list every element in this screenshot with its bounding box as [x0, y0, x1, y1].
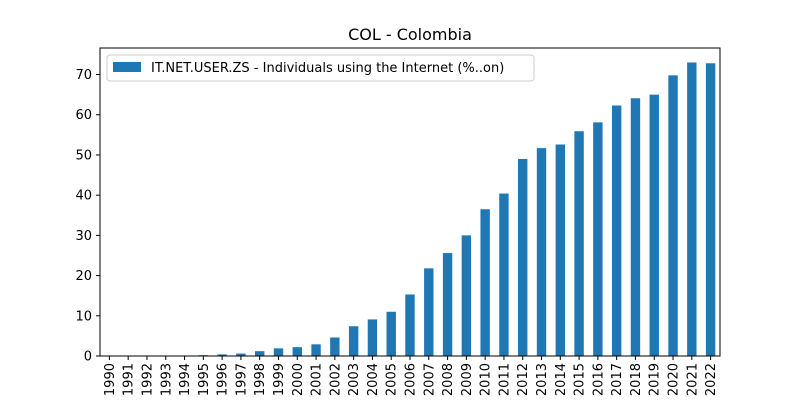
x-tick-label: 2016: [591, 363, 606, 396]
bar-2003: [349, 326, 358, 356]
x-tick-label: 2019: [648, 363, 663, 396]
bar-2005: [387, 312, 396, 356]
y-tick-label: 60: [75, 108, 92, 123]
x-tick-label: 2012: [516, 363, 531, 396]
x-tick-label: 1998: [253, 363, 268, 396]
bar-2019: [650, 95, 659, 356]
x-tick-label: 1999: [272, 363, 287, 396]
x-tick-label: 2006: [404, 363, 419, 396]
y-tick-label: 50: [75, 148, 92, 163]
x-tick-label: 2000: [291, 363, 306, 396]
bar-2018: [631, 98, 640, 356]
legend-label: IT.NET.USER.ZS - Individuals using the I…: [151, 61, 504, 76]
bar-1998: [255, 351, 264, 356]
bar-2000: [293, 347, 302, 356]
bar-2002: [330, 338, 339, 357]
x-tick-label: 2015: [573, 363, 588, 396]
x-tick-label: 2002: [328, 363, 343, 396]
x-tick-label: 2022: [704, 363, 719, 396]
x-tick-label: 1990: [103, 363, 118, 396]
bar-2008: [443, 253, 452, 356]
bar-2009: [462, 235, 471, 356]
x-tick-label: 1993: [159, 363, 174, 396]
bar-2014: [556, 145, 565, 357]
x-tick-label: 2007: [422, 363, 437, 396]
bar-2011: [499, 194, 508, 356]
bar-2001: [311, 344, 320, 356]
x-tick-label: 2013: [535, 363, 550, 396]
bar-2010: [480, 209, 489, 356]
x-tick-label: 2004: [366, 363, 381, 396]
x-tick-label: 1997: [234, 363, 249, 396]
x-tick-label: 2009: [460, 363, 475, 396]
bars-group: [180, 62, 715, 356]
y-tick-label: 0: [84, 350, 92, 365]
bar-2022: [706, 63, 715, 356]
bar-2021: [687, 62, 696, 356]
x-tick-label: 2005: [385, 363, 400, 396]
y-tick-label: 20: [75, 269, 92, 284]
bar-2007: [424, 268, 433, 356]
x-tick-label: 2010: [479, 363, 494, 396]
x-tick-label: 1991: [122, 363, 137, 396]
y-axis: 0 10 20 30 40 50 60 70: [75, 68, 100, 364]
y-tick-label: 10: [75, 309, 92, 324]
x-tick-label: 2018: [629, 363, 644, 396]
x-tick-label: 2014: [554, 363, 569, 396]
x-tick-label: 2011: [497, 363, 512, 396]
x-tick-label: 1992: [140, 363, 155, 396]
x-tick-label: 1996: [216, 363, 231, 396]
bar-2015: [574, 131, 583, 356]
bar-2012: [518, 159, 527, 356]
y-tick-label: 70: [75, 68, 92, 83]
x-tick-label: 1995: [197, 363, 212, 396]
bar-2006: [405, 294, 414, 356]
y-tick-label: 40: [75, 189, 92, 204]
legend-swatch: [113, 62, 141, 72]
bar-2013: [537, 148, 546, 356]
chart-title: COL - Colombia: [348, 25, 472, 44]
y-tick-label: 30: [75, 229, 92, 244]
x-tick-label: 2001: [310, 363, 325, 396]
x-tick-label: 2008: [441, 363, 456, 396]
x-tick-label: 2020: [667, 363, 682, 396]
legend: IT.NET.USER.ZS - Individuals using the I…: [107, 55, 534, 81]
x-tick-label: 2003: [347, 363, 362, 396]
x-tick-label: 2021: [685, 363, 700, 396]
x-tick-label: 1994: [178, 363, 193, 396]
bar-2020: [668, 75, 677, 356]
bar-2004: [368, 319, 377, 356]
bar-2016: [593, 122, 602, 356]
x-tick-label: 2017: [610, 363, 625, 396]
bar-2017: [612, 106, 621, 357]
bar-1999: [274, 348, 283, 356]
